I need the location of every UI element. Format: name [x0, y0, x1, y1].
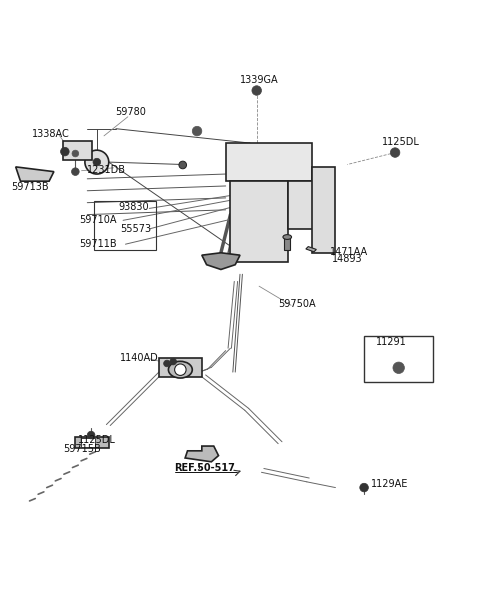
Circle shape — [252, 86, 262, 96]
Text: 1338AC: 1338AC — [33, 129, 70, 139]
Circle shape — [175, 364, 186, 376]
Text: 59710A: 59710A — [79, 215, 116, 225]
Bar — [284, 239, 290, 251]
Text: 59711B: 59711B — [79, 239, 116, 249]
Text: 1471AA: 1471AA — [330, 247, 368, 257]
Text: 93830: 93830 — [119, 203, 149, 212]
Polygon shape — [16, 167, 54, 181]
Text: REF.50-517: REF.50-517 — [175, 463, 236, 472]
Circle shape — [192, 126, 202, 136]
Ellipse shape — [283, 234, 291, 239]
Text: 59750A: 59750A — [278, 299, 316, 310]
Circle shape — [179, 161, 187, 169]
Circle shape — [390, 148, 400, 157]
Circle shape — [72, 168, 79, 175]
Circle shape — [72, 150, 79, 157]
Circle shape — [60, 147, 69, 156]
Text: 14893: 14893 — [332, 254, 362, 264]
Bar — [63, 141, 92, 160]
Bar — [81, 438, 96, 447]
Circle shape — [393, 362, 405, 373]
Text: 1129AE: 1129AE — [371, 479, 408, 489]
Text: 1339GA: 1339GA — [240, 75, 278, 85]
Bar — [75, 436, 109, 448]
Text: 1231DB: 1231DB — [87, 165, 126, 175]
Bar — [312, 167, 336, 253]
Text: 59715B: 59715B — [63, 444, 101, 454]
Polygon shape — [185, 446, 218, 462]
Text: 11291: 11291 — [376, 338, 407, 347]
Bar — [226, 143, 312, 181]
Bar — [364, 337, 433, 382]
Text: 59713B: 59713B — [11, 182, 48, 192]
Ellipse shape — [168, 361, 192, 378]
Circle shape — [360, 483, 368, 492]
Polygon shape — [202, 253, 240, 269]
Text: 59780: 59780 — [115, 107, 146, 117]
Circle shape — [164, 360, 170, 367]
Circle shape — [85, 150, 109, 174]
Bar — [288, 181, 331, 229]
Circle shape — [87, 432, 95, 439]
Polygon shape — [306, 246, 316, 252]
Text: 55573: 55573 — [120, 224, 151, 234]
Bar — [159, 358, 202, 377]
Bar — [95, 201, 156, 251]
Text: 1125DL: 1125DL — [382, 137, 420, 147]
Circle shape — [93, 158, 101, 166]
Text: 1140AD: 1140AD — [120, 353, 158, 363]
Circle shape — [170, 358, 177, 365]
Bar — [230, 181, 288, 262]
Text: 1125DL: 1125DL — [78, 435, 116, 445]
